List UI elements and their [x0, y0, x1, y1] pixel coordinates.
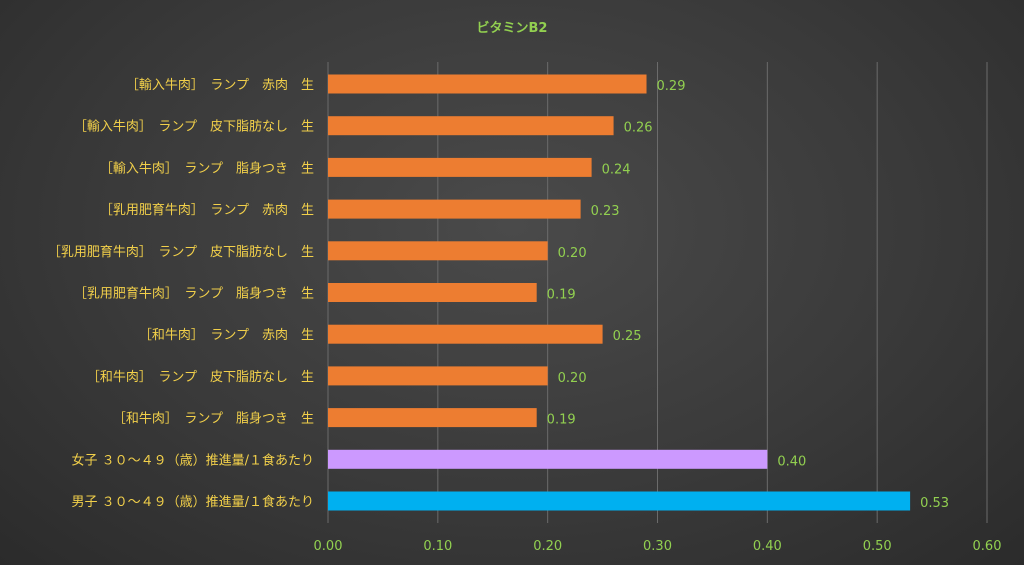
bar [328, 324, 603, 344]
category-label: 男子 ３０～４９（歳）推進量/１食あたり [71, 494, 314, 510]
category-label: ［輸入牛肉］ ランプ 赤肉 生 [126, 78, 314, 93]
x-tick-label: 0.40 [753, 539, 782, 554]
data-label: 0.19 [547, 413, 576, 428]
chart-title: ビタミンB2 [477, 20, 548, 36]
data-label: 0.40 [777, 454, 806, 469]
grid-layer [327, 62, 988, 523]
x-tick-label: 0.50 [863, 539, 892, 554]
bar [328, 491, 911, 511]
label-layer: 0.00 0.10 0.20 0.30 0.40 0.50 0.60 ［輸入牛肉］ ランプ 赤… [48, 78, 1002, 554]
data-label: 0.23 [591, 204, 620, 219]
data-label: 0.19 [547, 288, 576, 303]
x-tick-label: 0.60 [973, 539, 1002, 554]
data-label: 0.26 [624, 121, 653, 136]
category-label: ［乳用肥育牛肉］ ランプ 皮下脂肪なし 生 [48, 244, 314, 260]
bar [328, 74, 647, 94]
bar [328, 116, 614, 136]
category-label: 女子 ３０～４９（歳）推進量/１食あたり [71, 452, 314, 468]
data-label: 0.25 [613, 329, 642, 344]
category-label: ［輸入牛肉］ ランプ 皮下脂肪なし 生 [74, 119, 314, 135]
data-label: 0.29 [657, 79, 686, 94]
bar [328, 199, 581, 219]
x-tick-label: 0.10 [423, 539, 452, 554]
category-label: ［乳用肥育牛肉］ ランプ 脂身つき 生 [74, 286, 314, 302]
data-label: 0.24 [602, 162, 631, 177]
category-label: ［輸入牛肉］ ランプ 脂身つき 生 [100, 160, 314, 176]
x-tick-label: 0.20 [533, 539, 562, 554]
category-label: ［和牛肉］ ランプ 赤肉 生 [139, 328, 314, 343]
data-label: 0.53 [920, 496, 949, 511]
bar [328, 241, 548, 261]
bar [328, 408, 537, 428]
bar [328, 283, 537, 302]
category-label: ［和牛肉］ ランプ 脂身つき 生 [113, 411, 314, 427]
bar-layer [328, 74, 911, 511]
category-label: ［乳用肥育牛肉］ ランプ 赤肉 生 [100, 202, 314, 218]
bar [328, 449, 768, 469]
data-label: 0.20 [558, 246, 587, 261]
x-tick-label: 0.30 [643, 539, 672, 554]
category-label: ［和牛肉］ ランプ 皮下脂肪なし 生 [87, 369, 314, 385]
x-tick-label: 0.00 [314, 539, 343, 554]
bar [328, 366, 548, 386]
data-label: 0.20 [558, 371, 587, 386]
bar [328, 157, 592, 177]
